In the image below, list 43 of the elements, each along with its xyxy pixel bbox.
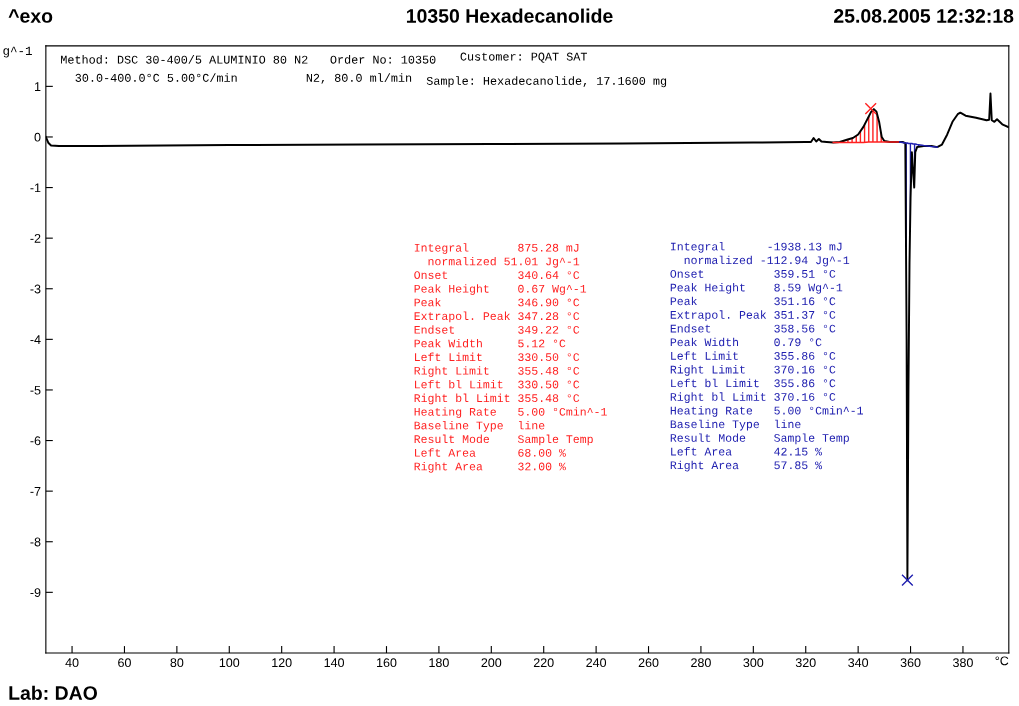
y-tick-label: -5 <box>30 385 41 395</box>
annotation: Customer: PQAT SAT <box>460 52 587 63</box>
text: 25.08.2005 12:32:18 <box>834 9 1014 23</box>
x-axis-title: °C <box>995 656 1009 666</box>
text: Integral -1938.13 mJ normalized -112.94 Jg^-1 Onset 359.51 °C Peak Height 8.59 Wg^-1 Peak 351.16 °C Extrapol. Peak 351.37 °C Endset 358.56 °C Peak Width 0.79 °C Left Limit 355.86 °C Right Limit 370.16 °C Left bl Limit 355.86 °C Right bl Limit 370.16 °C Heating Rate 5.00 °Cmin^-1 Baseline Type line Result Mode Sample Temp Left Area 42.15 % Right Area 57.85 % <box>670 242 863 472</box>
text: Integral 875.28 mJ normalized 51.01 Jg^-1 Onset 340.64 °C Peak Height 0.67 Wg^-1 Peak 346.90 °C Extrapol. Peak 347.28 °C Endset 349.22 °C Peak Width 5.12 °C Left Limit 330.50 °C Right Limit 355.48 °C Left bl Limit 330.50 °C Right bl Limit 355.48 °C Heating Rate 5.00 °Cmin^-1 Baseline Type line Result Mode Sample Temp Left Area 68.00 % Right Area 32.00 % <box>414 243 607 473</box>
x-tick-label: 120 <box>272 658 292 668</box>
x-tick-label: 180 <box>429 658 449 668</box>
x-tick-label: 100 <box>219 658 240 668</box>
chart-title: 10350 Hexadecanolide <box>406 8 613 23</box>
y-tick-label: -8 <box>30 537 41 547</box>
x-tick-label: 280 <box>691 658 711 668</box>
y-tick-label: -4 <box>30 335 41 344</box>
annotation: 30.0-400.0°C 5.00°C/min <box>75 73 237 82</box>
x-tick-label: 240 <box>586 658 607 668</box>
x-tick-label: 320 <box>795 658 816 668</box>
x-tick-label: 200 <box>481 658 502 668</box>
y-tick-label: -3 <box>30 284 41 294</box>
x-tick-label: 160 <box>377 658 397 668</box>
annotation: Method: DSC 30-400/5 ALUMINIO 80 N2 <box>61 55 308 64</box>
x-tick-label: 340 <box>848 658 869 668</box>
x-tick-label: 220 <box>533 658 554 668</box>
y-tick-label: -1 <box>30 183 41 193</box>
y-tick-label: -7 <box>30 487 41 496</box>
y-axis-title: g^-1 <box>3 46 32 58</box>
text: ^exo <box>8 9 53 23</box>
y-tick-label: -2 <box>30 233 41 243</box>
annotation: Order No: 10350 <box>330 55 436 64</box>
x-tick-label: 300 <box>743 658 764 668</box>
x-tick-label: 260 <box>638 658 659 668</box>
y-tick-label: 0 <box>34 132 41 142</box>
x-tick-label: 40 <box>65 658 79 668</box>
annotation: N2, 80.0 ml/min <box>306 73 412 84</box>
x-tick-label: 380 <box>953 658 973 668</box>
y-tick-label: -6 <box>30 436 41 446</box>
y-tick-label: 1 <box>35 82 41 91</box>
y-tick-label: -9 <box>30 588 41 597</box>
annotation: Sample: Hexadecanolide, 17.1600 mg <box>426 76 667 88</box>
x-tick-label: 60 <box>118 658 131 668</box>
text: Lab: DAO <box>9 685 97 700</box>
x-tick-label: 360 <box>900 658 921 668</box>
x-tick-label: 140 <box>324 658 345 668</box>
x-tick-label: 80 <box>170 658 184 668</box>
